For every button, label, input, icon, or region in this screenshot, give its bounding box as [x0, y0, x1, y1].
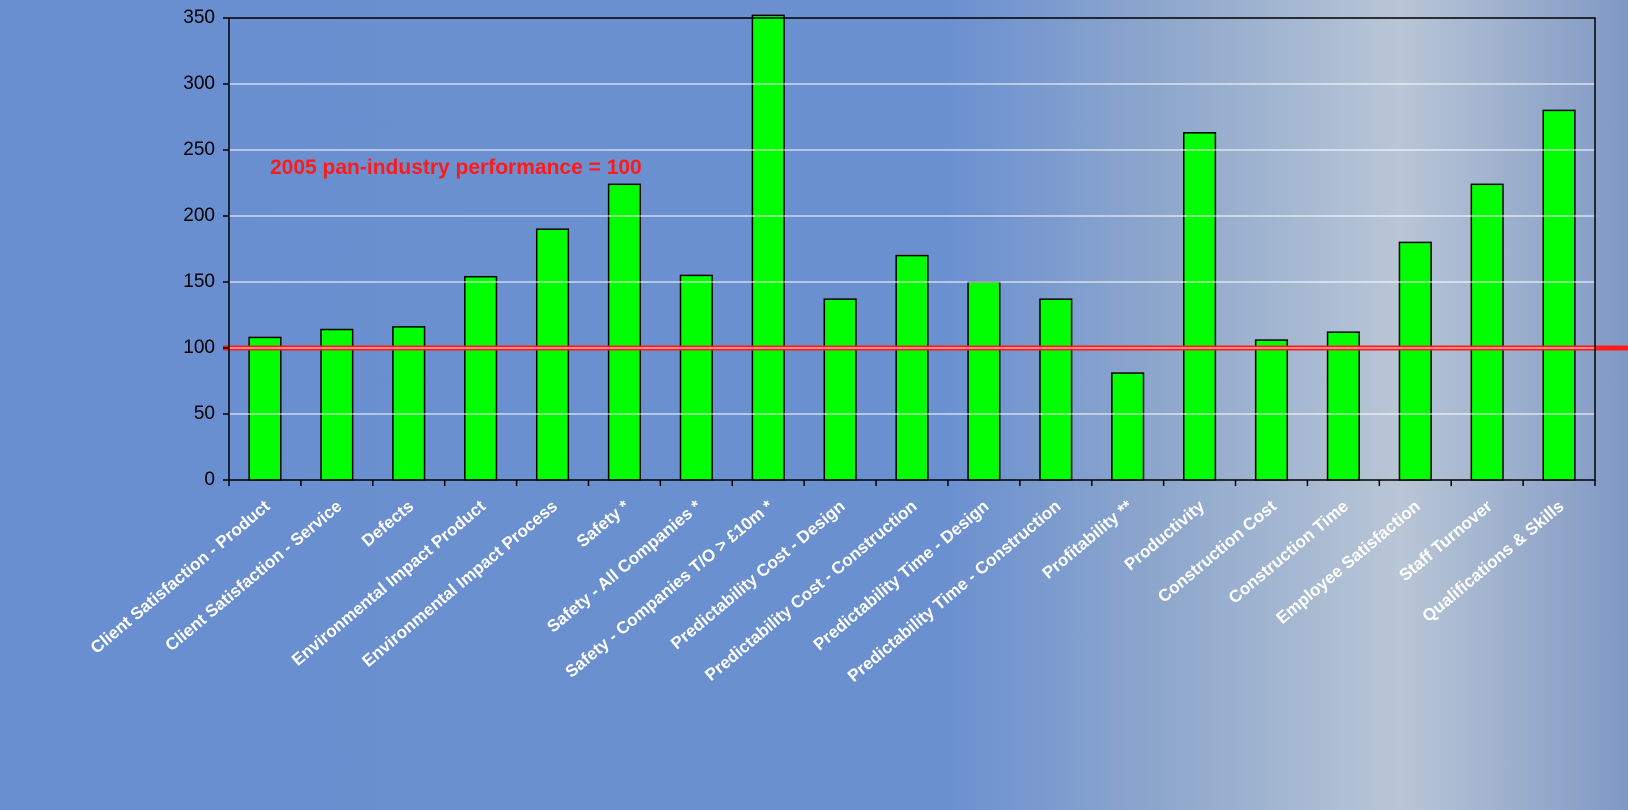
y-tick-label: 0: [204, 469, 215, 490]
bar: [320, 328, 354, 481]
bar: [1039, 298, 1073, 481]
x-tick-label: Defects: [358, 497, 417, 551]
bar: [967, 281, 1001, 481]
bar: [1183, 132, 1217, 481]
y-tick-label: 100: [183, 337, 215, 358]
y-tick-label: 250: [183, 139, 215, 160]
x-tick-label: Construction Cost: [1154, 496, 1280, 606]
x-tick-label: Qualifications & Skills: [1419, 497, 1568, 626]
bar: [1111, 372, 1145, 481]
y-tick-label: 150: [183, 271, 215, 292]
y-tick-label: 300: [183, 73, 215, 94]
bar: [895, 254, 929, 481]
y-tick-label: 50: [194, 403, 215, 424]
bar: [1470, 183, 1504, 481]
bar: [392, 326, 426, 481]
bar: [1254, 339, 1289, 481]
x-tick-label: Safety *: [573, 496, 633, 551]
bar: [607, 183, 641, 481]
annotation: 2005 pan-industry performance = 100: [270, 156, 642, 179]
bar: [464, 275, 498, 481]
bar: [1326, 331, 1360, 481]
x-tick-label: Construction Time: [1225, 497, 1352, 608]
y-tick-label: 350: [183, 7, 215, 28]
bar: [535, 228, 570, 481]
bar: [679, 274, 713, 481]
bar: [823, 298, 857, 481]
y-tick-label: 200: [183, 205, 215, 226]
bar: [1542, 109, 1576, 481]
bar: [1398, 241, 1432, 481]
bar: [751, 14, 785, 481]
plot-frame: [228, 17, 1596, 481]
bar: [248, 336, 282, 481]
x-tick-label: Employee Satisfaction: [1273, 497, 1424, 628]
